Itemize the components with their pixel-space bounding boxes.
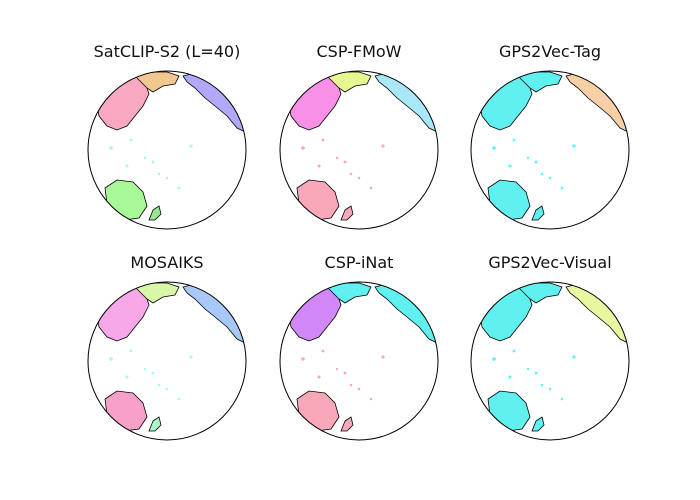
globe-panel: SatCLIP-S2 (L=40) xyxy=(82,42,252,242)
island-marker xyxy=(109,357,113,361)
globe-panel: MOSAIKS xyxy=(82,253,252,453)
island-marker xyxy=(540,383,544,387)
panel-title: CSP-FMoW xyxy=(316,42,402,61)
island-marker xyxy=(512,349,516,353)
island-marker xyxy=(357,176,361,180)
island-marker xyxy=(381,144,385,148)
island-marker xyxy=(321,349,325,353)
island-marker xyxy=(189,144,193,148)
globe-outline xyxy=(87,281,247,441)
island-marker xyxy=(165,387,169,391)
island-marker xyxy=(560,397,564,401)
island-marker xyxy=(129,138,133,142)
region-north-america xyxy=(565,71,629,133)
globe-map xyxy=(87,281,247,441)
region-australia xyxy=(487,390,531,432)
island-marker xyxy=(335,367,339,371)
island-marker xyxy=(572,144,576,148)
region-north-america xyxy=(565,282,629,344)
island-marker xyxy=(357,387,361,391)
globe-outline xyxy=(87,70,247,230)
globe-map xyxy=(87,70,247,230)
island-marker xyxy=(548,176,552,180)
island-marker xyxy=(548,387,552,391)
globe-panel: GPS2Vec-Tag xyxy=(465,42,635,242)
globe-panel: GPS2Vec-Visual xyxy=(465,253,635,453)
island-marker xyxy=(508,375,512,379)
region-new-zealand xyxy=(148,416,162,432)
island-marker xyxy=(189,355,193,359)
region-australia xyxy=(296,390,340,432)
island-marker xyxy=(317,164,321,168)
island-marker xyxy=(157,172,161,176)
island-marker xyxy=(125,375,129,379)
globe-map xyxy=(470,70,630,230)
region-new-zealand xyxy=(531,205,545,221)
island-marker xyxy=(492,146,496,150)
panel-title: GPS2Vec-Visual xyxy=(488,253,612,272)
region-new-zealand xyxy=(340,205,354,221)
island-marker xyxy=(512,138,516,142)
island-marker xyxy=(492,357,496,361)
island-marker xyxy=(508,164,512,168)
region-north-america xyxy=(374,71,438,133)
island-marker xyxy=(572,355,576,359)
globe-map xyxy=(470,281,630,441)
region-new-zealand xyxy=(340,416,354,432)
island-marker xyxy=(321,138,325,142)
globe-panel: CSP-iNat xyxy=(274,253,444,453)
region-new-zealand xyxy=(531,416,545,432)
island-marker xyxy=(157,383,161,387)
island-marker xyxy=(534,371,538,375)
island-marker xyxy=(381,355,385,359)
region-australia xyxy=(487,179,531,221)
island-marker xyxy=(335,156,339,160)
globe-map xyxy=(279,281,439,441)
island-marker xyxy=(125,164,129,168)
region-north-america xyxy=(182,71,246,133)
globe-outline xyxy=(279,70,439,230)
panel-title: CSP-iNat xyxy=(324,253,394,272)
island-marker xyxy=(526,367,530,371)
region-australia xyxy=(296,179,340,221)
island-marker xyxy=(534,160,538,164)
globe-panel: CSP-FMoW xyxy=(274,42,444,242)
island-marker xyxy=(349,172,353,176)
island-marker xyxy=(301,357,305,361)
island-marker xyxy=(343,160,347,164)
panel-title: SatCLIP-S2 (L=40) xyxy=(93,42,241,61)
island-marker xyxy=(349,383,353,387)
island-marker xyxy=(343,371,347,375)
island-marker xyxy=(143,367,147,371)
island-marker xyxy=(369,186,373,190)
globe-outline xyxy=(279,281,439,441)
island-marker xyxy=(165,176,169,180)
island-marker xyxy=(540,172,544,176)
island-marker xyxy=(317,375,321,379)
island-marker xyxy=(151,160,155,164)
globe-map xyxy=(279,70,439,230)
region-australia xyxy=(104,179,148,221)
region-australia xyxy=(104,390,148,432)
island-marker xyxy=(151,371,155,375)
region-north-america xyxy=(182,282,246,344)
globe-outline xyxy=(470,70,630,230)
island-marker xyxy=(177,186,181,190)
island-marker xyxy=(301,146,305,150)
island-marker xyxy=(369,397,373,401)
island-marker xyxy=(143,156,147,160)
island-marker xyxy=(129,349,133,353)
region-north-america xyxy=(374,282,438,344)
region-new-zealand xyxy=(148,205,162,221)
island-marker xyxy=(526,156,530,160)
panel-title: MOSAIKS xyxy=(130,253,204,272)
globe-outline xyxy=(470,281,630,441)
island-marker xyxy=(109,146,113,150)
island-marker xyxy=(177,397,181,401)
panel-title: GPS2Vec-Tag xyxy=(498,42,602,61)
island-marker xyxy=(560,186,564,190)
